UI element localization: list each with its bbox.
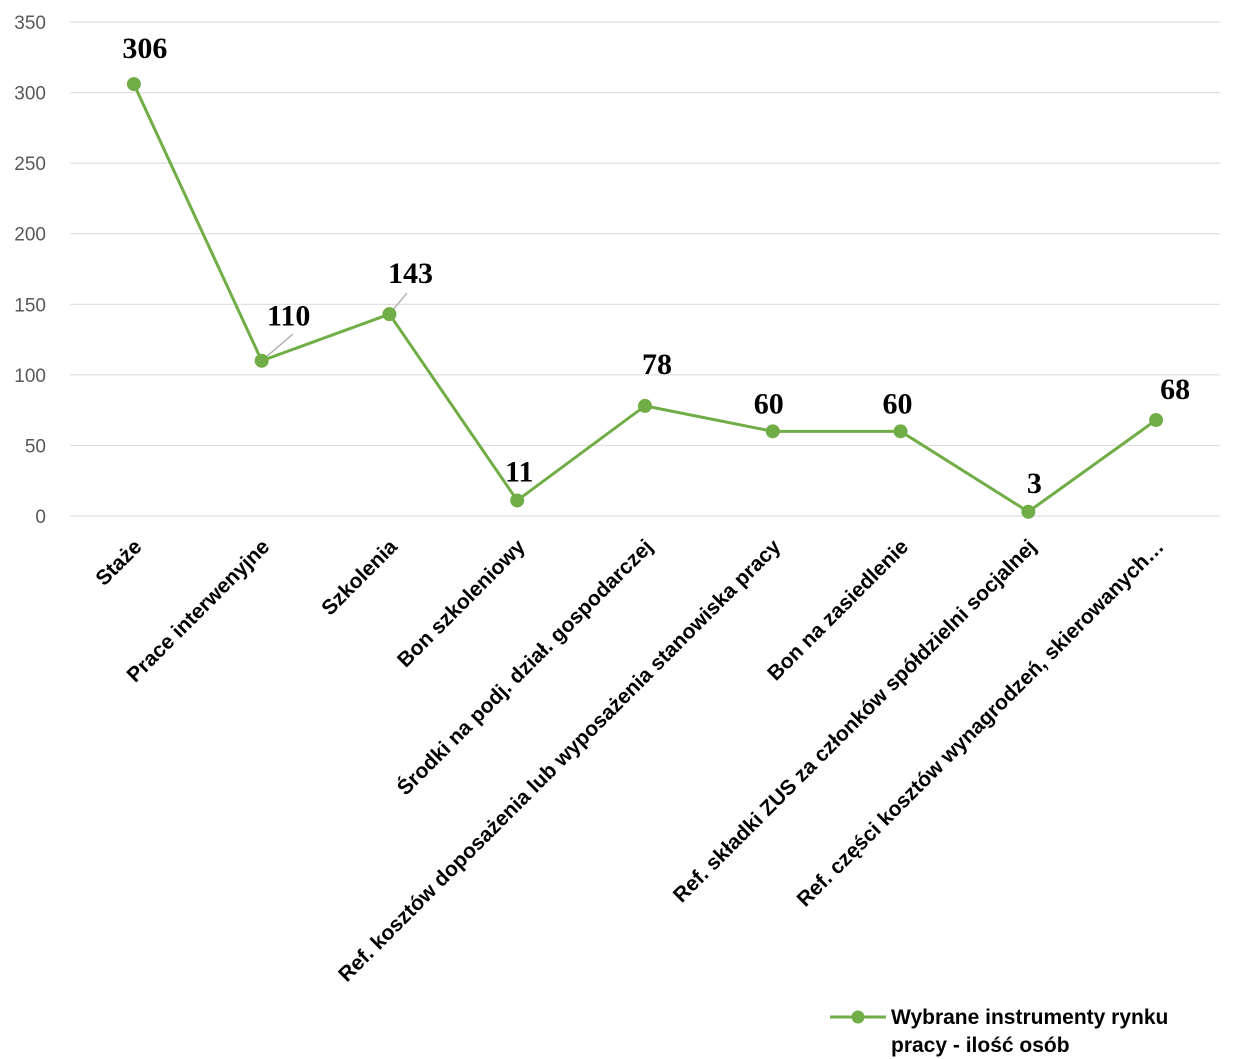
y-tick-label: 50 — [25, 436, 46, 457]
data-point — [638, 398, 652, 413]
x-tick-label: Prace interwenyjne — [123, 535, 275, 687]
y-tick-label: 350 — [14, 13, 46, 34]
y-tick-label: 250 — [14, 154, 46, 175]
data-point — [765, 424, 780, 439]
y-tick-label: 200 — [14, 225, 46, 246]
x-tick-label: Staże — [91, 535, 146, 590]
x-tick-label: Bon szkoleniowy — [393, 535, 530, 672]
x-tick-label: Szkolenia — [317, 535, 402, 620]
data-label: 68 — [1160, 373, 1190, 406]
series-line — [132, 83, 1157, 514]
data-point — [510, 493, 525, 508]
data-point — [893, 424, 908, 439]
data-point — [1021, 504, 1036, 519]
data-label: 143 — [388, 257, 433, 290]
data-label: 78 — [642, 348, 672, 381]
data-label: 11 — [505, 455, 533, 488]
data-label: 3 — [1027, 467, 1042, 500]
x-tick-label: Bon na zasiedlenie — [763, 535, 913, 685]
data-point — [254, 353, 269, 368]
data-point — [382, 307, 397, 322]
y-tick-label: 150 — [14, 295, 46, 316]
legend-label: pracy - ilość osób — [891, 1034, 1070, 1057]
data-point — [1149, 413, 1164, 428]
x-tick-label: Ref. kosztów doposażenia lub wyposażenia… — [334, 535, 785, 986]
y-tick-label: 0 — [35, 507, 46, 528]
y-tick-label: 100 — [14, 366, 46, 387]
x-tick-label: Środki na podj. dział. gospodarczej — [392, 535, 657, 800]
data-label: 306 — [122, 32, 167, 65]
data-label: 60 — [754, 387, 784, 420]
data-label: 110 — [267, 300, 310, 333]
y-tick-label: 300 — [14, 84, 46, 105]
legend-label: Wybrane instrumenty rynku — [891, 1006, 1168, 1029]
data-point — [126, 77, 141, 92]
legend-marker — [851, 1010, 865, 1024]
data-label: 60 — [883, 387, 913, 420]
